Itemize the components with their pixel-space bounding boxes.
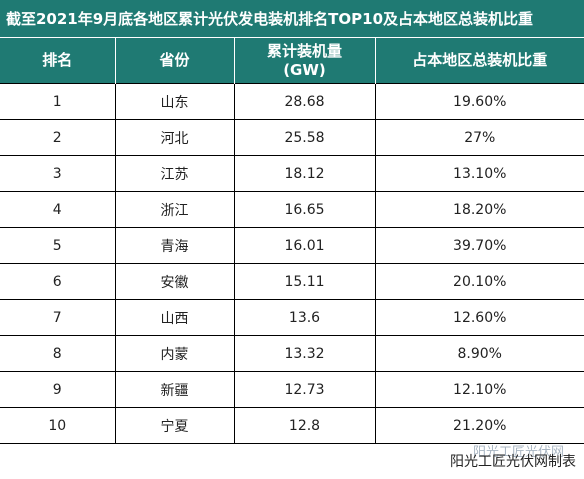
cell-capacity: 12.73: [233, 371, 376, 408]
cell-province: 内蒙: [114, 335, 235, 372]
cell-capacity: 28.68: [233, 83, 376, 120]
header-rank: 排名: [0, 38, 116, 84]
cell-rank: 7: [0, 299, 116, 336]
cell-share: 12.10%: [374, 371, 584, 408]
table-row: 6 安徽 15.11 20.10%: [0, 263, 584, 300]
cell-rank: 5: [0, 227, 116, 264]
table-row: 4 浙江 16.65 18.20%: [0, 191, 584, 228]
cell-rank: 6: [0, 263, 116, 300]
cell-capacity: 16.65: [233, 191, 376, 228]
header-share: 占本地区总装机比重: [375, 38, 584, 84]
table-body: 1 山东 28.68 19.60% 2 河北 25.58 27% 3 江苏 18…: [0, 83, 584, 444]
cell-share: 20.10%: [374, 263, 584, 300]
cell-share: 8.90%: [374, 335, 584, 372]
cell-rank: 1: [0, 83, 116, 120]
cell-share: 39.70%: [374, 227, 584, 264]
table-row: 10 宁夏 12.8 21.20%: [0, 407, 584, 444]
table-row: 3 江苏 18.12 13.10%: [0, 155, 584, 192]
cell-capacity: 25.58: [233, 119, 376, 156]
cell-province: 河北: [114, 119, 235, 156]
cell-province: 山东: [114, 83, 235, 120]
table-row: 5 青海 16.01 39.70%: [0, 227, 584, 264]
header-capacity-line2: (GW): [283, 60, 326, 79]
cell-province: 青海: [114, 227, 235, 264]
cell-share: 18.20%: [374, 191, 584, 228]
cell-share: 12.60%: [374, 299, 584, 336]
cell-rank: 9: [0, 371, 116, 408]
cell-rank: 2: [0, 119, 116, 156]
cell-rank: 10: [0, 407, 116, 444]
cell-province: 江苏: [114, 155, 235, 192]
table-row: 2 河北 25.58 27%: [0, 119, 584, 156]
cell-province: 安徽: [114, 263, 235, 300]
cell-capacity: 13.6: [233, 299, 376, 336]
ranking-table: 排名 省份 累计装机量 (GW) 占本地区总装机比重 1 山东 28.68 19…: [0, 38, 584, 444]
cell-province: 山西: [114, 299, 235, 336]
cell-capacity: 16.01: [233, 227, 376, 264]
cell-capacity: 18.12: [233, 155, 376, 192]
table-header: 排名 省份 累计装机量 (GW) 占本地区总装机比重: [0, 38, 584, 84]
table-row: 1 山东 28.68 19.60%: [0, 83, 584, 120]
source-note: 阳光工匠光伏网制表: [450, 454, 576, 470]
cell-share: 27%: [374, 119, 584, 156]
table-title: 截至2021年9月底各地区累计光伏发电装机排名TOP10及占本地区总装机比重: [0, 0, 584, 38]
cell-rank: 8: [0, 335, 116, 372]
cell-share: 13.10%: [374, 155, 584, 192]
watermark-text: 阳光工匠光伏网: [472, 445, 564, 460]
cell-capacity: 15.11: [233, 263, 376, 300]
header-province: 省份: [115, 38, 235, 84]
cell-rank: 3: [0, 155, 116, 192]
cell-rank: 4: [0, 191, 116, 228]
cell-share: 21.20%: [374, 407, 584, 444]
cell-capacity: 12.8: [233, 407, 376, 444]
table-row: 9 新疆 12.73 12.10%: [0, 371, 584, 408]
cell-capacity: 13.32: [233, 335, 376, 372]
cell-share: 19.60%: [374, 83, 584, 120]
table-row: 7 山西 13.6 12.60%: [0, 299, 584, 336]
cell-province: 浙江: [114, 191, 235, 228]
header-capacity-line1: 累计装机量: [266, 41, 342, 60]
cell-province: 新疆: [114, 371, 235, 408]
table-row: 8 内蒙 13.32 8.90%: [0, 335, 584, 372]
header-capacity: 累计装机量 (GW): [234, 38, 376, 84]
cell-province: 宁夏: [114, 407, 235, 444]
